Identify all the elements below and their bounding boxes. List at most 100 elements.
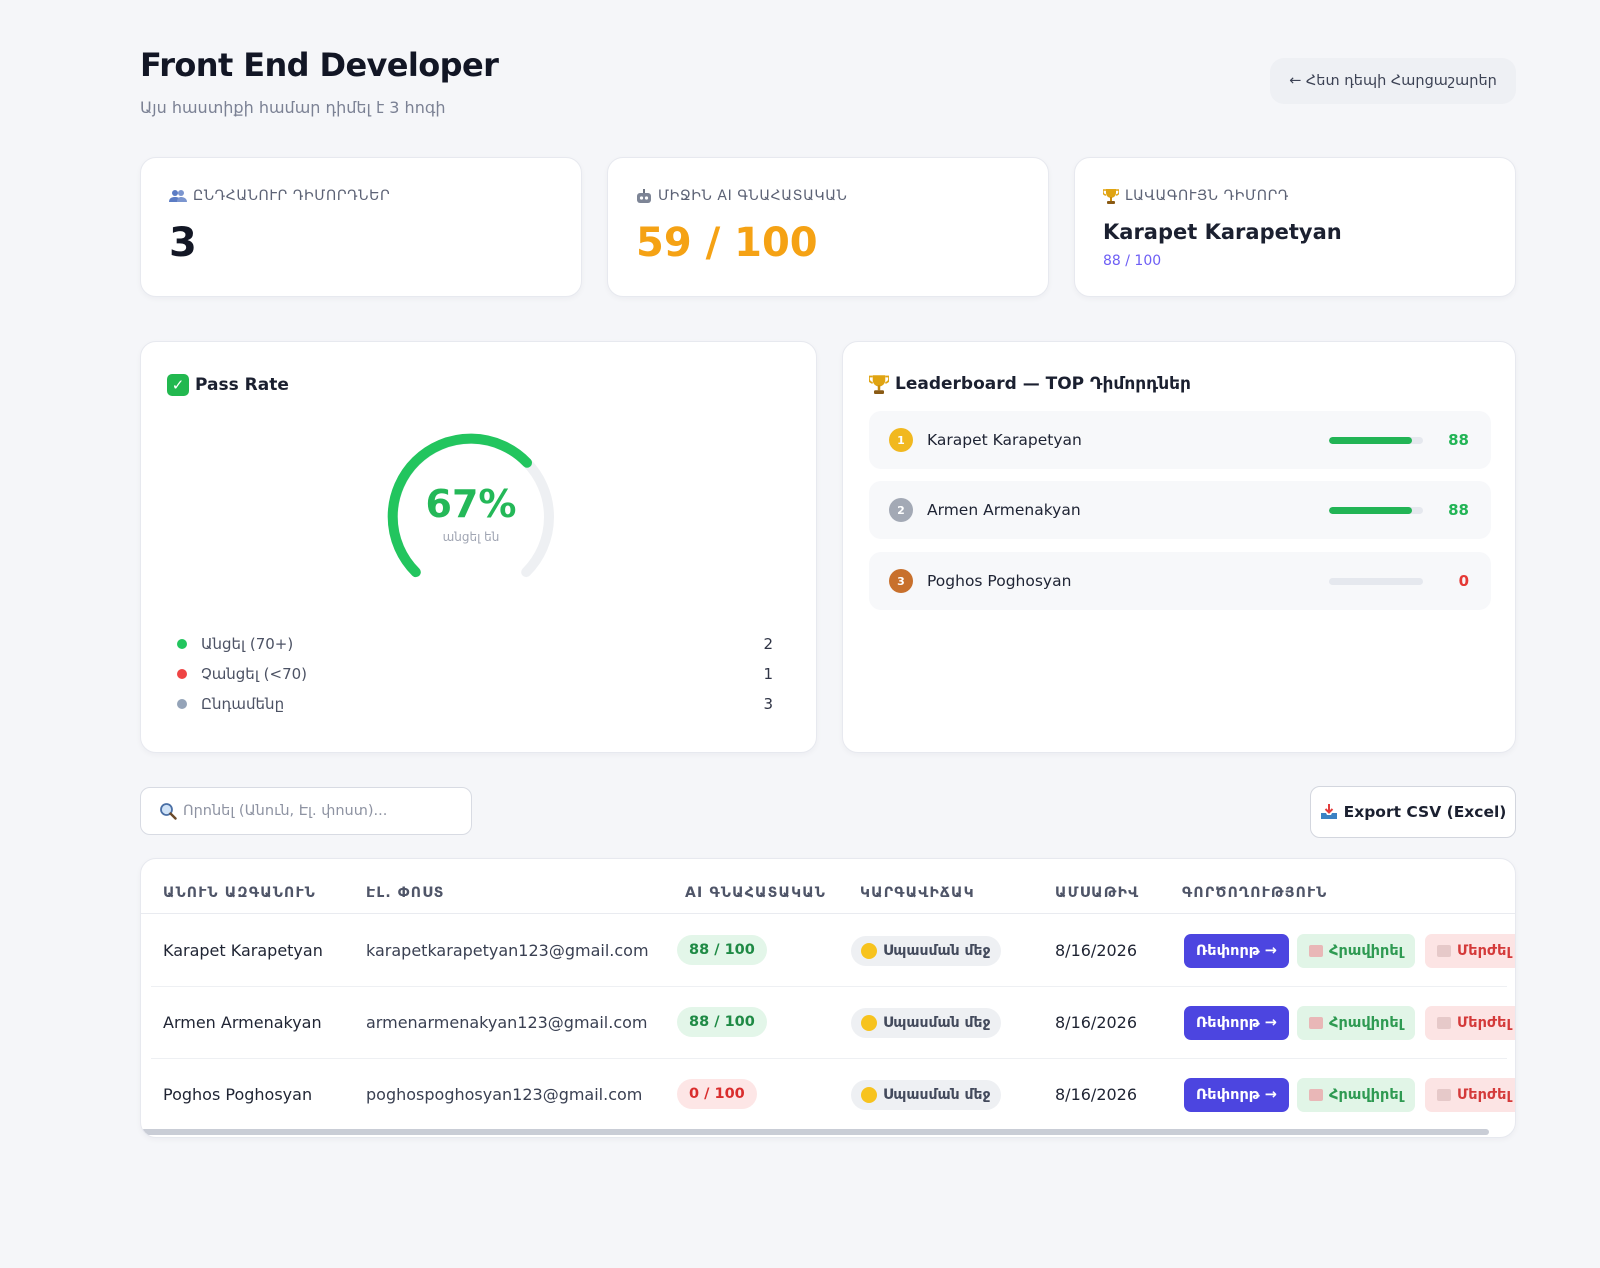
export-csv-button[interactable]: Export CSV (Excel) xyxy=(1310,786,1516,838)
candidate-email: karapetkarapetyan123@gmail.com xyxy=(366,941,649,960)
row-divider xyxy=(151,986,1507,987)
table-row: Poghos Poghosyan poghospoghosyan123@gmai… xyxy=(151,1059,1515,1131)
leaderboard-score: 0 xyxy=(1458,572,1469,590)
reject-button[interactable]: Մերժել xyxy=(1425,934,1515,968)
trophy-icon xyxy=(1103,189,1119,204)
leaderboard-row[interactable]: 1 Karapet Karapetyan 88 xyxy=(869,411,1491,469)
average-ai-score-value: 59 / 100 xyxy=(636,220,818,266)
report-button[interactable]: Ռեփորթ → xyxy=(1184,934,1289,968)
application-date: 8/16/2026 xyxy=(1055,1013,1138,1032)
pass-rate-heading: ✓ Pass Rate xyxy=(167,374,289,396)
leaderboard-name: Poghos Poghosyan xyxy=(927,572,1072,590)
best-candidate-label: ԼԱՎԱԳՈՒՅՆ ԴԻՄՈՐԴ xyxy=(1103,188,1289,204)
legend-passed: Անցել (70+) 2 xyxy=(177,632,773,656)
horizontal-scrollbar[interactable] xyxy=(141,1129,1489,1135)
column-header-ai-score[interactable]: AI ԳՆԱՀԱՏԱԿԱՆ xyxy=(685,885,827,901)
gauge-progress-arc xyxy=(387,433,533,578)
leaderboard-score-fill xyxy=(1329,507,1412,514)
total-candidates-label: ԸՆԴՀԱՆՈՒՐ ԴԻՄՈՐԴՆԵՐ xyxy=(169,188,390,204)
ai-score-badge: 88 / 100 xyxy=(677,935,767,965)
invite-button[interactable]: Հրավիրել xyxy=(1297,934,1416,968)
table-header-divider xyxy=(141,913,1515,914)
search-icon xyxy=(160,803,177,820)
column-header-status[interactable]: ԿԱՐԳԱՎԻՃԱԿ xyxy=(860,885,975,901)
total-candidates-value: 3 xyxy=(169,220,197,266)
leaderboard-name: Armen Armenakyan xyxy=(927,501,1081,519)
trophy-icon xyxy=(869,375,889,394)
candidate-name: Karapet Karapetyan xyxy=(163,941,323,960)
legend-failed: Չանցել (<70) 1 xyxy=(177,662,773,686)
leaderboard-row[interactable]: 2 Armen Armenakyan 88 xyxy=(869,481,1491,539)
people-icon xyxy=(169,190,187,202)
table-row: Armen Armenakyan armenarmenakyan123@gmai… xyxy=(151,987,1515,1059)
application-date: 8/16/2026 xyxy=(1055,1085,1138,1104)
envelope-icon xyxy=(1309,1089,1323,1101)
leaderboard-score: 88 xyxy=(1448,431,1469,449)
status-badge: Սպասման մեջ xyxy=(851,936,1001,966)
envelope-icon xyxy=(1437,945,1451,957)
pass-rate-percent: 67% xyxy=(425,482,517,526)
leaderboard-score-bar xyxy=(1329,507,1423,514)
column-header-name[interactable]: ԱՆՈՒՆ ԱԶԳԱՆՈՒՆ xyxy=(163,885,316,901)
leaderboard-score-bar xyxy=(1329,578,1423,585)
report-button[interactable]: Ռեփորթ → xyxy=(1184,1078,1289,1112)
pass-rate-caption: անցել են xyxy=(442,530,500,544)
row-divider xyxy=(151,1058,1507,1059)
page-title: Front End Developer xyxy=(140,46,499,84)
best-candidate-score: 88 / 100 xyxy=(1103,253,1162,269)
search-box[interactable] xyxy=(140,787,472,835)
column-header-email[interactable]: ԷԼ. ՓՈՍՏ xyxy=(366,885,445,901)
leaderboard-score-fill xyxy=(1329,437,1412,444)
ai-score-badge: 0 / 100 xyxy=(677,1079,757,1109)
bronze-medal-icon: 3 xyxy=(889,569,913,593)
candidate-email: poghospoghosyan123@gmail.com xyxy=(366,1085,643,1104)
search-input[interactable] xyxy=(183,803,463,819)
reject-button[interactable]: Մերժել xyxy=(1425,1006,1515,1040)
legend-dot-passed xyxy=(177,639,187,649)
yellow-circle-icon xyxy=(861,943,877,959)
column-header-date[interactable]: ԱՄՍԱԹԻՎ xyxy=(1055,885,1140,901)
envelope-icon xyxy=(1309,945,1323,957)
status-badge: Սպասման մեջ xyxy=(851,1080,1001,1110)
leaderboard-card: Leaderboard — TOP Դիմորդներ 1 Karapet Ka… xyxy=(842,341,1516,753)
pass-rate-card: ✓ Pass Rate 67% անցել են Անցել (70+) 2 Չ… xyxy=(140,341,817,753)
back-to-questionnaires-button[interactable]: ← Հետ դեպի Հարցաշարեր xyxy=(1270,58,1516,104)
status-badge: Սպասման մեջ xyxy=(851,1008,1001,1038)
silver-medal-icon: 2 xyxy=(889,498,913,522)
robot-icon xyxy=(637,188,651,203)
page-subtitle: Այս հաստիքի համար դիմել է 3 հոգի xyxy=(140,98,446,117)
legend-total: Ընդամենը 3 xyxy=(177,692,773,716)
candidate-name: Poghos Poghosyan xyxy=(163,1085,313,1104)
envelope-icon xyxy=(1437,1089,1451,1101)
average-ai-score-label: ՄԻՋԻՆ AI ԳՆԱՀԱՏԱԿԱՆ xyxy=(636,188,847,204)
average-ai-score-card: ՄԻՋԻՆ AI ԳՆԱՀԱՏԱԿԱՆ 59 / 100 xyxy=(607,157,1049,297)
invite-button[interactable]: Հրավիրել xyxy=(1297,1006,1416,1040)
leaderboard-row[interactable]: 3 Poghos Poghosyan 0 xyxy=(869,552,1491,610)
legend-dot-total xyxy=(177,699,187,709)
pass-rate-gauge xyxy=(387,433,554,578)
ai-score-badge: 88 / 100 xyxy=(677,1007,767,1037)
best-candidate-name: Karapet Karapetyan xyxy=(1103,220,1342,244)
leaderboard-score: 88 xyxy=(1448,501,1469,519)
table-row: Karapet Karapetyan karapetkarapetyan123@… xyxy=(151,915,1515,987)
leaderboard-score-bar xyxy=(1329,437,1423,444)
leaderboard-name: Karapet Karapetyan xyxy=(927,431,1082,449)
legend-dot-failed xyxy=(177,669,187,679)
candidate-email: armenarmenakyan123@gmail.com xyxy=(366,1013,648,1032)
invite-button[interactable]: Հրավիրել xyxy=(1297,1078,1416,1112)
inbox-tray-icon xyxy=(1320,804,1337,819)
best-candidate-card: ԼԱՎԱԳՈՒՅՆ ԴԻՄՈՐԴ Karapet Karapetyan 88 /… xyxy=(1074,157,1516,297)
yellow-circle-icon xyxy=(861,1015,877,1031)
gold-medal-icon: 1 xyxy=(889,428,913,452)
candidate-name: Armen Armenakyan xyxy=(163,1013,322,1032)
column-header-actions: ԳՈՐԾՈՂՈՒԹՅՈՒՆ xyxy=(1182,885,1328,901)
report-button[interactable]: Ռեփորթ → xyxy=(1184,1006,1289,1040)
leaderboard-heading: Leaderboard — TOP Դիմորդներ xyxy=(869,374,1191,394)
check-mark-icon: ✓ xyxy=(167,374,189,396)
total-candidates-card: ԸՆԴՀԱՆՈՒՐ ԴԻՄՈՐԴՆԵՐ 3 xyxy=(140,157,582,297)
envelope-icon xyxy=(1309,1017,1323,1029)
application-date: 8/16/2026 xyxy=(1055,941,1138,960)
yellow-circle-icon xyxy=(861,1087,877,1103)
reject-button[interactable]: Մերժել xyxy=(1425,1078,1515,1112)
